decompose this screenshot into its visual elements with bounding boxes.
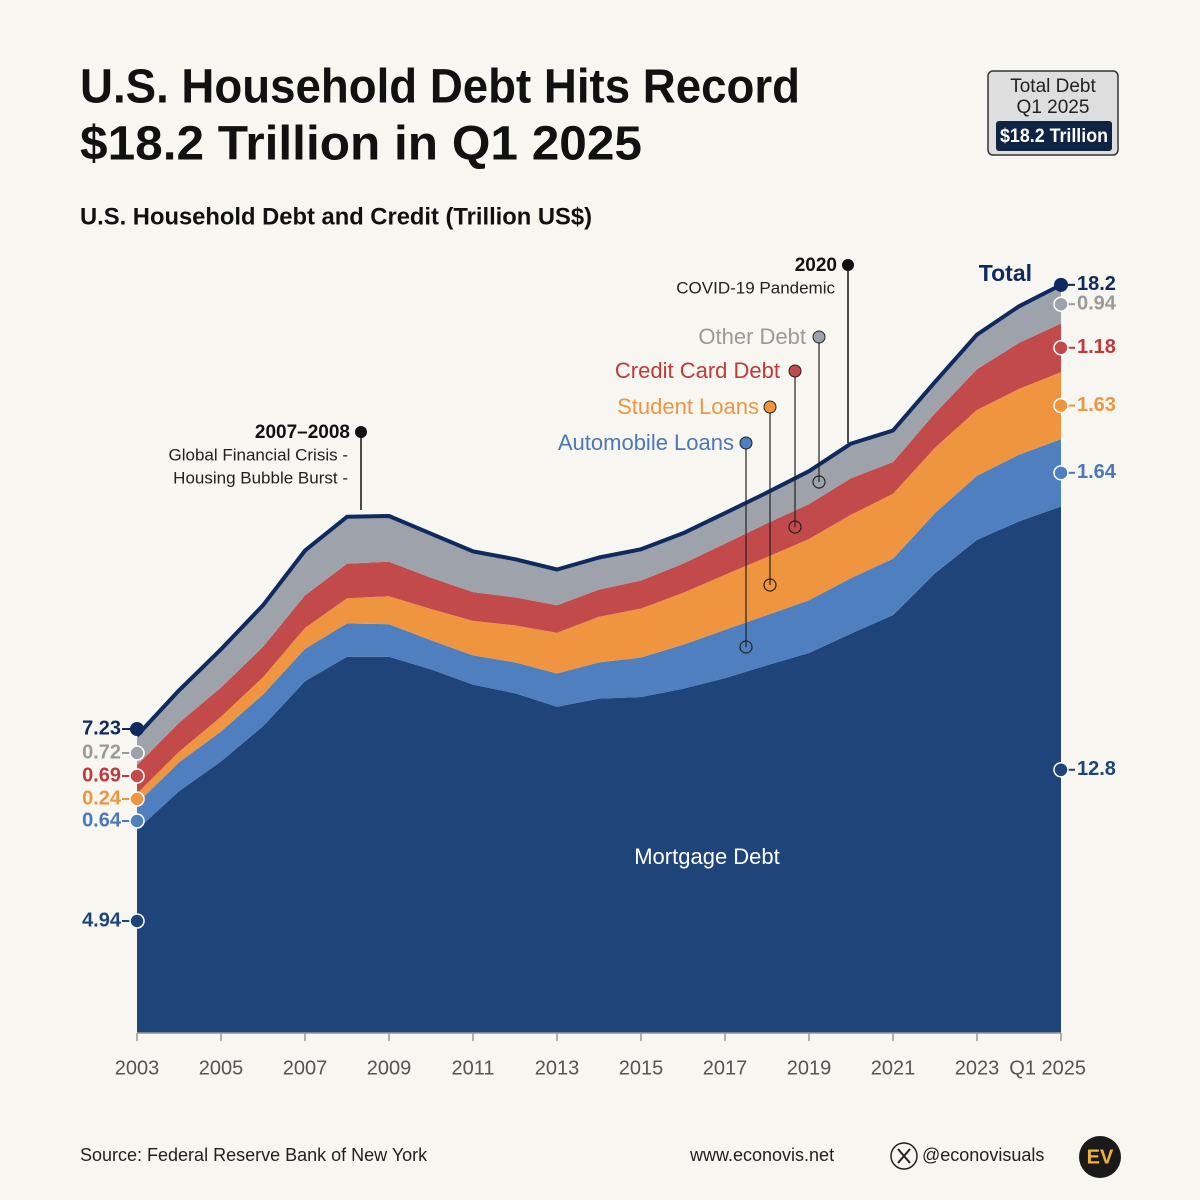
x-icon-mark [897, 1148, 911, 1164]
end-label: 0.94 [1077, 292, 1117, 314]
x-tick-label: 2005 [199, 1057, 244, 1079]
annotation-text: Housing Bubble Burst - [173, 468, 348, 487]
series-name: Automobile Loans [558, 430, 734, 455]
callout-dot [812, 330, 826, 344]
start-dot [129, 813, 145, 829]
callout-end [763, 578, 777, 592]
annotation-title: 2020 [795, 255, 837, 276]
x-tick-label: 2003 [115, 1057, 160, 1079]
end-label: 12.8 [1077, 758, 1116, 780]
end-dot [1053, 762, 1069, 778]
x-tick-label: 2009 [367, 1057, 412, 1079]
total-end-dot [1054, 277, 1068, 292]
start-dot [129, 745, 145, 761]
total-name: Total [979, 260, 1032, 286]
annotation-title: 2007–2008 [255, 422, 350, 443]
series-name: Student Loans [617, 394, 759, 419]
series-name: Mortgage Debt [634, 844, 780, 869]
logo-text: EV [1087, 1146, 1114, 1168]
x-tick-label: 2007 [283, 1057, 328, 1079]
start-label: 0.69 [82, 764, 121, 786]
handle: @econovisuals [922, 1145, 1044, 1165]
callout-end [812, 475, 826, 489]
series-name: Other Debt [698, 324, 806, 349]
x-tick-label: 2019 [787, 1057, 832, 1079]
start-label: 0.72 [82, 741, 121, 763]
annotation-text: COVID-19 Pandemic [676, 278, 835, 297]
series-name: Credit Card Debt [615, 358, 780, 383]
total-end-label: 18.2 [1077, 273, 1116, 295]
callout-dot [763, 400, 777, 414]
start-label: 4.94 [82, 909, 122, 931]
end-dot [1053, 296, 1069, 312]
callout-dot [788, 364, 802, 378]
total-start-label: 7.23 [82, 717, 121, 739]
x-tick-label: 2015 [619, 1057, 664, 1079]
title-line: $18.2 Trillion in Q1 2025 [80, 118, 642, 171]
subtitle: U.S. Household Debt and Credit (Trillion… [80, 203, 592, 230]
x-tick-label: 2021 [871, 1057, 916, 1079]
end-dot [1053, 340, 1069, 356]
end-label: 1.18 [1077, 336, 1116, 358]
annotation-dot [842, 259, 854, 271]
area [137, 506, 1061, 1033]
total-outline [135, 283, 1062, 737]
badge-text: Q1 2025 [1017, 97, 1090, 118]
logo [1079, 1136, 1121, 1178]
plot: 2003 2005 2007 2009 2011 2013 2015 2017 2019 2021… [82, 255, 1117, 1079]
annotation-dot [355, 426, 367, 438]
end-label: 1.64 [1077, 461, 1117, 483]
start-dot [129, 913, 145, 929]
x-tick-label: 2013 [535, 1057, 580, 1079]
total-start-dot [130, 722, 144, 736]
start-label: 0.64 [82, 809, 122, 831]
x-tick-label: 2011 [451, 1057, 494, 1079]
callout-end [788, 520, 802, 534]
x-tick-label: Q1 2025 [1009, 1057, 1086, 1079]
title-line: U.S. Household Debt Hits Record [80, 61, 800, 114]
end-dot [1053, 397, 1069, 414]
start-dot [129, 768, 145, 784]
start-dot [129, 791, 145, 807]
source: Source: Federal Reserve Bank of New York [80, 1145, 428, 1165]
callout-end [739, 640, 753, 654]
badge-highlight-box [996, 121, 1112, 151]
end-label: 1.63 [1077, 394, 1116, 416]
x-tick-label: 2017 [703, 1057, 748, 1079]
x-tick-label: 2023 [955, 1057, 1000, 1079]
end-dot [1053, 465, 1069, 481]
x-icon [890, 1142, 918, 1170]
start-label: 0.24 [82, 787, 122, 809]
callout-dot [739, 436, 753, 450]
website: www.econovis.net [689, 1145, 834, 1165]
annotation-text: Global Financial Crisis - [169, 445, 349, 464]
badge-text: Total Debt [1010, 76, 1096, 97]
badge-highlight: $18.2 Trillion [1000, 126, 1108, 147]
